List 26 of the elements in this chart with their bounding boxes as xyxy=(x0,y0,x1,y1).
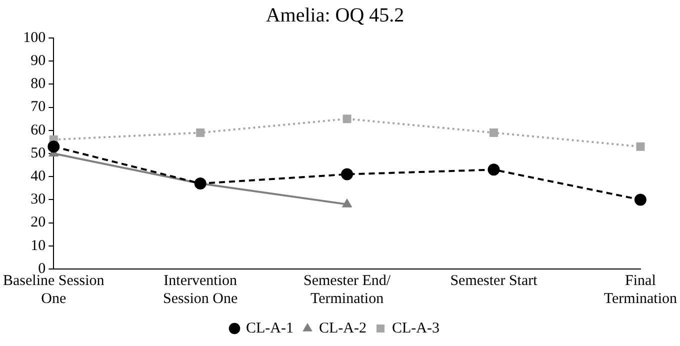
x-tick-label: Intervention Session One xyxy=(163,272,238,307)
point xyxy=(342,114,352,124)
y-tick-label: 50 xyxy=(30,145,46,162)
x-tick-label: Final Termination xyxy=(604,272,678,307)
y-tick-label: 60 xyxy=(30,122,46,138)
point xyxy=(490,128,498,137)
legend-label: CL-A-1 xyxy=(246,320,294,336)
point xyxy=(636,142,645,151)
y-tick-label: 10 xyxy=(30,238,46,254)
point xyxy=(634,194,646,206)
y-tick-label: 20 xyxy=(30,214,46,231)
point xyxy=(488,164,500,176)
y-tick-label: 30 xyxy=(30,192,46,208)
legend-label: CL-A-3 xyxy=(392,320,440,336)
y-tick-label: 70 xyxy=(30,99,46,116)
chart-title: Amelia: OQ 45.2 xyxy=(266,4,404,26)
y-tick-label: 100 xyxy=(23,30,46,46)
y-tick-label: 80 xyxy=(30,76,46,92)
legend-label: CL-A-2 xyxy=(319,320,367,336)
y-tick-label: 40 xyxy=(30,168,46,185)
x-tick-label: Semester Start xyxy=(450,272,538,289)
point xyxy=(341,168,354,180)
point xyxy=(196,128,205,137)
point xyxy=(194,178,206,190)
x-tick-label: Semester End/ Termination xyxy=(304,272,392,307)
y-tick-label: 90 xyxy=(30,53,46,70)
